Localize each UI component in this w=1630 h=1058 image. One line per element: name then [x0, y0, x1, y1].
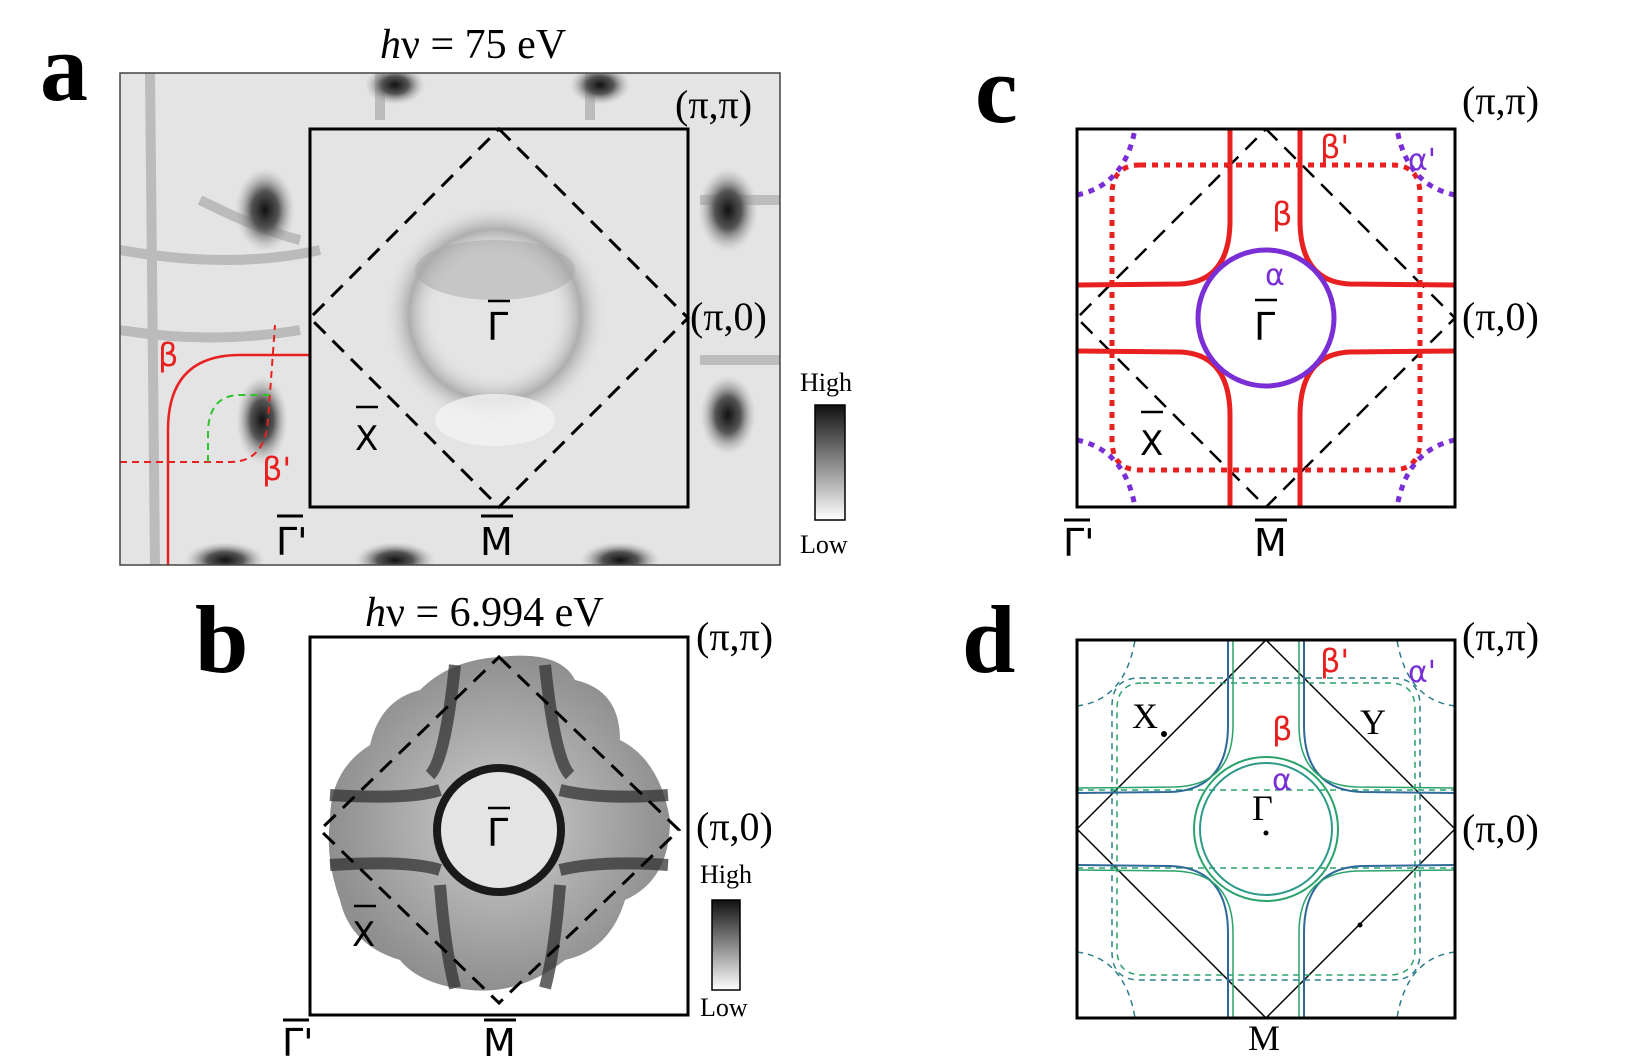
panel-a-beta-label: β	[158, 336, 178, 374]
panel-c-m-label: M	[1254, 521, 1287, 565]
panel-a-frame	[119, 72, 781, 566]
panel-c-corner-pi-pi: (π,π)	[1462, 78, 1539, 123]
panel-a-corner-pi-pi: (π,π)	[675, 82, 752, 127]
panel-b: b hν = 6.994 eV (π,π) (π,0) Γ X	[195, 586, 773, 1058]
panel-d-corner-pi-pi: (π,π)	[1462, 614, 1539, 659]
panel-b-m-label: M	[483, 1021, 516, 1058]
panel-a-colorbar-low: Low	[800, 530, 848, 559]
panel-d-corner-pi-0: (π,0)	[1462, 806, 1539, 851]
panel-a-beta-prime-curve	[120, 324, 276, 463]
panel-c-letter: c	[975, 36, 1018, 143]
panel-a-green-curve	[207, 394, 270, 462]
panel-c-bz-square	[1075, 127, 1457, 509]
panel-a-gamma-prime-label: Γ'	[276, 520, 308, 564]
panel-c-alpha-label: α	[1265, 258, 1285, 293]
panel-c-diamond	[1077, 129, 1455, 507]
panel-d: d (π,π) (π,0)	[962, 586, 1539, 1058]
panel-b-colorbar-high: High	[700, 860, 752, 889]
panel-c-beta-prime-label: β'	[1320, 128, 1349, 166]
panel-d-beta-prime-label: β'	[1320, 642, 1349, 680]
panel-d-alpha-label: α	[1272, 763, 1292, 798]
panel-c-beta-label: β	[1272, 195, 1292, 233]
panel-d-calculated-fermi-surface	[1077, 640, 1455, 1018]
panel-a-x-label: X	[355, 419, 378, 459]
panel-c-x-label: X	[1140, 424, 1163, 464]
panel-b-gamma-prime-label: Γ'	[282, 1021, 314, 1058]
panel-c-gamma-label: Γ	[1254, 305, 1275, 349]
panel-a-corner-pi-0: (π,0)	[690, 294, 767, 339]
panel-c-alpha-band	[1195, 247, 1337, 389]
panel-b-corner-pi-pi: (π,π)	[696, 614, 773, 659]
panel-d-y-label: Y	[1360, 702, 1386, 742]
panel-b-gamma-label: Γ	[487, 811, 508, 855]
panel-a-colorbar-high: High	[800, 368, 852, 397]
panel-d-diamond	[1077, 640, 1455, 1018]
panel-b-colorbar-low: Low	[700, 993, 748, 1022]
panel-b-x-label: X	[352, 915, 375, 955]
panel-d-gamma-label: Γ	[1252, 788, 1273, 828]
panel-a-letter: a	[40, 14, 88, 121]
panel-a-beta-prime-label: β'	[262, 450, 291, 488]
panel-a-band-overlay	[120, 324, 310, 565]
panel-a-gamma-label: Γ	[487, 305, 508, 349]
panel-c-beta-prime-band	[1109, 162, 1423, 473]
panel-c-corner-pi-0: (π,0)	[1462, 294, 1539, 339]
panel-d-m-label: M	[1248, 1018, 1280, 1058]
panel-c-fermi-surface	[1077, 129, 1455, 507]
panel-b-energy-label: hν = 6.994 eV	[365, 590, 604, 636]
panel-a-arpes-map	[120, 73, 780, 565]
panel-b-letter: b	[195, 586, 248, 693]
panel-d-alpha-prime-label: α'	[1408, 655, 1436, 690]
panel-a-m-label: M	[480, 520, 513, 564]
panel-c-gamma-prime-label: Γ'	[1063, 521, 1095, 565]
panel-a-diamond	[307, 126, 691, 510]
panel-b-corner-pi-0: (π,0)	[696, 804, 773, 849]
panel-a-colorbar	[814, 404, 846, 521]
panel-d-x-label: X	[1132, 696, 1158, 736]
panel-b-colorbar	[711, 899, 741, 991]
panel-d-letter: d	[962, 586, 1015, 693]
panel-a-energy-label: hν = 75 eV	[380, 22, 566, 68]
panel-c-alpha-prime-label: α'	[1408, 143, 1436, 178]
panel-a-beta-curve	[166, 353, 310, 565]
panel-a: a hν = 75 eV	[40, 14, 852, 566]
panel-c: c (π,π) (π,0)	[975, 36, 1539, 565]
panel-b-diamond	[317, 654, 682, 1006]
panel-d-bz-square	[1075, 638, 1457, 1020]
panel-d-beta-label: β	[1272, 710, 1292, 748]
